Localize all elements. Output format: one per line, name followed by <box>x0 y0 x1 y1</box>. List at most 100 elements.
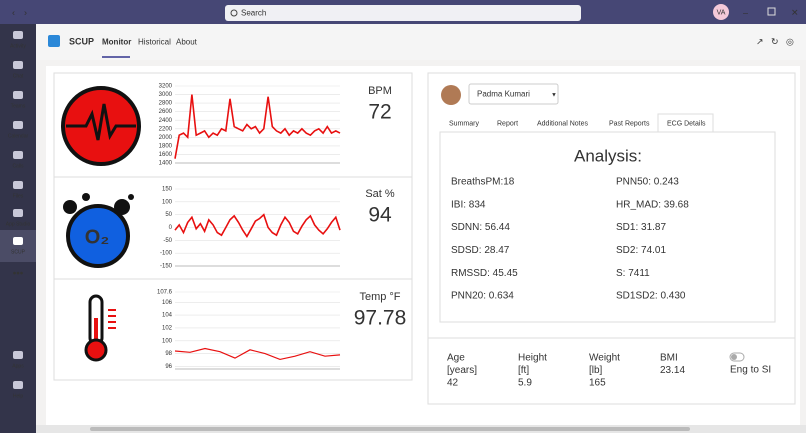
analysis-item: SDNN: 56.44 <box>451 222 510 233</box>
avatar[interactable] <box>713 4 729 20</box>
y-tick-label: 2800 <box>159 101 173 107</box>
sidebar-label: SCUP <box>11 249 26 255</box>
oxygen-icon: O₂ <box>63 193 134 268</box>
sidebar-more[interactable]: ••• <box>13 269 24 280</box>
bio-value: 23.14 <box>660 365 685 376</box>
sidebar-icon[interactable] <box>13 151 23 159</box>
y-tick-label: 2200 <box>159 126 173 132</box>
bio-label: BMI <box>660 353 678 364</box>
bio-value: 165 <box>589 378 606 389</box>
globe[interactable]: ◎ <box>786 36 794 46</box>
maximize[interactable] <box>767 7 776 16</box>
vital-value: 97.78 <box>354 307 407 330</box>
minimize[interactable]: – <box>743 7 748 17</box>
sidebar-icon[interactable] <box>13 181 23 189</box>
sidebar-icon[interactable] <box>13 237 23 245</box>
app-tab[interactable]: Historical <box>138 38 171 47</box>
y-tick-label: -150 <box>160 264 173 270</box>
analysis-item: SD1SD2: 0.430 <box>616 291 686 302</box>
y-tick-label: 100 <box>162 338 173 344</box>
close[interactable]: ✕ <box>791 7 799 17</box>
y-tick-label: 98 <box>165 351 172 357</box>
heart-icon <box>61 86 141 166</box>
app-icon <box>48 35 60 47</box>
vital-line <box>174 213 341 239</box>
sidebar-icon[interactable] <box>13 381 23 389</box>
y-tick-label: 104 <box>162 313 173 319</box>
sidebar-icon[interactable] <box>13 31 23 39</box>
patient-name: Padma Kumari <box>477 90 530 99</box>
vital-line <box>174 94 341 159</box>
thermometer-icon <box>84 294 116 362</box>
y-tick-label: 96 <box>165 364 172 370</box>
sidebar-icon[interactable] <box>13 351 23 359</box>
vital-value: 72 <box>368 101 391 124</box>
sidebar-label: Chat <box>13 73 24 79</box>
analysis-title: Analysis: <box>574 146 642 165</box>
vital-label: Sat % <box>365 188 395 200</box>
toggle-label: Eng to SI <box>730 365 771 376</box>
vital-label: BPM <box>368 85 392 97</box>
app-tab[interactable]: About <box>176 38 198 47</box>
sidebar <box>0 24 36 433</box>
patient-tab[interactable]: ECG Details <box>667 120 706 127</box>
y-tick-label: 1400 <box>159 161 173 167</box>
avatar-initials: VA <box>717 9 726 16</box>
sidebar-label: Help <box>13 393 24 399</box>
y-tick-label: 50 <box>165 212 172 218</box>
y-tick-label: 107.6 <box>157 290 173 296</box>
patient-dropdown[interactable] <box>468 83 559 105</box>
y-tick-label: 150 <box>162 187 173 193</box>
analysis-item: S: 7411 <box>616 268 650 279</box>
analysis-item: PNN50: 0.243 <box>616 177 679 188</box>
patient-tab[interactable]: Past Reports <box>609 120 650 127</box>
nav-back[interactable]: ‹ <box>12 7 15 17</box>
dropdown-arrow: ▼ <box>551 93 557 99</box>
vital-line <box>174 347 341 361</box>
patient-tab[interactable]: Report <box>497 120 518 127</box>
search-icon <box>230 9 238 17</box>
y-tick-label: 2600 <box>159 109 173 115</box>
y-tick-label: 0 <box>169 225 173 231</box>
y-tick-label: 106 <box>162 300 173 306</box>
sidebar-label: Activity <box>10 43 26 49</box>
analysis-item: SDSD: 28.47 <box>451 245 510 256</box>
search-placeholder: Search <box>241 9 266 18</box>
sidebar-icon[interactable] <box>13 91 23 99</box>
analysis-item: RMSSD: 45.45 <box>451 268 518 279</box>
app-name: SCUP <box>69 36 94 46</box>
bio-unit: [years] <box>447 365 477 376</box>
sidebar-label: Files <box>13 193 24 199</box>
y-tick-label: 100 <box>162 199 173 205</box>
y-tick-label: -100 <box>160 251 173 257</box>
analysis-item: HR_MAD: 39.68 <box>616 199 689 210</box>
analysis-item: SD2: 74.01 <box>616 245 666 256</box>
bio-unit: [lb] <box>589 365 603 376</box>
scrollbar-thumb[interactable] <box>90 427 690 431</box>
vital-label: Temp °F <box>359 291 400 303</box>
sidebar-label: Calendar <box>8 133 29 139</box>
popout[interactable]: ↗ <box>756 36 764 46</box>
toggle-knob <box>731 354 737 360</box>
search-box[interactable] <box>225 5 581 21</box>
analysis-box <box>439 131 776 323</box>
tab-underline <box>102 56 130 58</box>
sidebar-active <box>0 230 36 262</box>
app-tab[interactable]: Monitor <box>102 38 131 47</box>
refresh[interactable]: ↻ <box>771 36 779 46</box>
sidebar-label: Calls <box>12 163 24 169</box>
patient-tab[interactable]: Summary <box>449 120 479 127</box>
sidebar-icon[interactable] <box>13 121 23 129</box>
nav-forward[interactable]: › <box>24 7 27 17</box>
patient-tab[interactable]: Additional Notes <box>537 120 588 127</box>
patient-photo <box>441 85 461 105</box>
sidebar-icon[interactable] <box>13 61 23 69</box>
bio-label: Weight <box>589 353 620 364</box>
sidebar-label: App Studio <box>6 221 31 227</box>
bio-unit: [ft] <box>518 365 529 376</box>
sidebar-label: Apps <box>12 363 24 369</box>
sidebar-icon[interactable] <box>13 209 23 217</box>
svg-text:O₂: O₂ <box>85 226 109 248</box>
